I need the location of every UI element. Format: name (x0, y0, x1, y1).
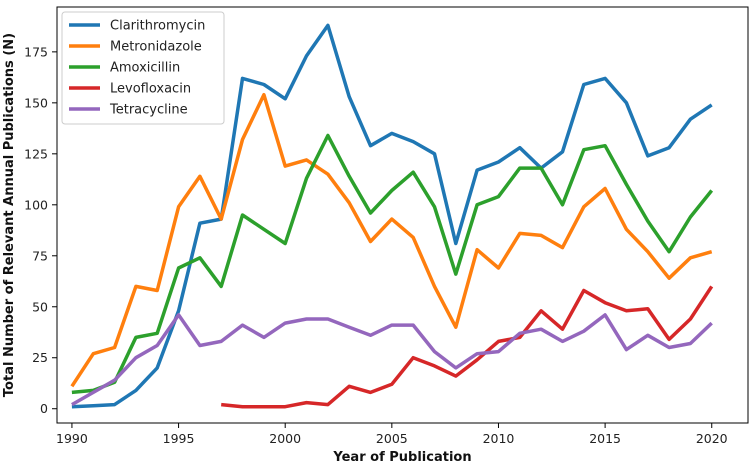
x-tick-label: 2010 (483, 431, 515, 446)
y-tick-label: 75 (32, 248, 48, 263)
series-line-metronidazole (70, 92, 713, 388)
legend-label: Levofloxacin (110, 82, 191, 97)
x-tick-label: 2015 (589, 431, 621, 446)
x-tick-label: 2020 (696, 431, 728, 446)
x-tick-label: 2000 (269, 431, 301, 446)
y-tick-label: 50 (32, 299, 48, 314)
y-tick-label: 175 (24, 44, 48, 59)
series-line-tetracycline (71, 313, 713, 407)
legend-label: Tetracycline (109, 103, 188, 118)
series-line-levofloxacin (221, 285, 714, 409)
legend-label: Clarithromycin (110, 19, 205, 34)
y-tick-label: 25 (32, 350, 48, 365)
x-axis-ticks: 1990 1995 2000 2005 2010 2015 2020 (56, 423, 728, 446)
y-tick-label: 100 (24, 197, 48, 212)
series-line-clarithromycin (71, 23, 713, 409)
y-tick-label: 125 (24, 146, 48, 161)
series-line-amoxicillin (71, 133, 714, 395)
legend: Clarithromycin Metronidazole Amoxicillin Le… (61, 11, 225, 125)
y-tick-label: 150 (24, 95, 48, 110)
x-tick-label: 1990 (56, 431, 88, 446)
y-axis-ticks: 0 25 50 75 100 125 150 175 (24, 44, 57, 416)
x-tick-label: 1995 (163, 431, 195, 446)
y-tick-label: 0 (40, 401, 48, 416)
legend-box (61, 11, 225, 125)
x-tick-label: 2005 (376, 431, 408, 446)
legend-items: Clarithromycin Metronidazole Amoxicillin Le… (69, 19, 205, 118)
x-axis-title: Year of Publication (332, 450, 471, 462)
plot-frame (56, 6, 749, 424)
legend-label: Amoxicillin (110, 61, 180, 76)
series-lines (70, 23, 714, 409)
y-axis-title: Total Number of Relevant Annual Publicat… (2, 33, 17, 397)
legend-label: Metronidazole (110, 40, 202, 55)
